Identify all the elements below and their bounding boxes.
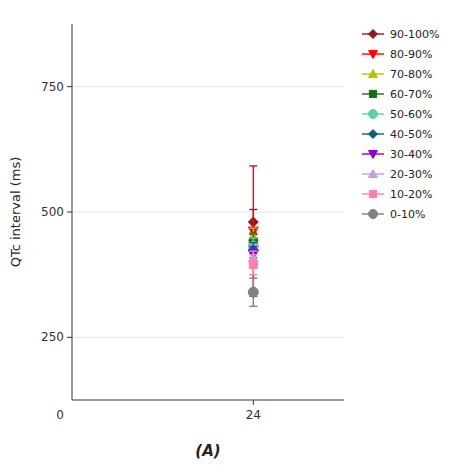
x-axis [72,400,344,401]
legend-marker [369,90,376,97]
legend-marker [369,130,378,139]
legend-marker [369,50,378,58]
series [249,255,257,275]
error-cap [249,237,257,238]
grid-line [72,86,344,87]
point [249,261,257,269]
grid-line [72,337,344,338]
error-cap [249,165,257,166]
subtitle: (A) [195,442,220,460]
error-cap [249,242,257,243]
chart: 250 500 750 24 QTc interval (ms) 0 90-100% 80-9… [0,0,474,474]
legend-marker [369,150,378,158]
error-cap [249,274,257,275]
error-cap [249,232,257,233]
legend: 90-100% 80-90% 70-80% 60-70% 50-60% 40-50% 30-… [362,28,439,221]
legend-label: 70-80% [390,68,432,81]
legend-label: 90-100% [390,28,439,41]
error-bar [249,255,257,275]
legend-label: 20-30% [390,168,432,181]
series [248,166,258,296]
legend-marker [369,30,378,39]
grid-line [72,212,344,213]
error-cap [249,250,257,251]
legend-label: 30-40% [390,148,432,161]
y-tick [67,337,72,338]
y-tick-label: 750 [41,80,64,94]
y-tick-label: 500 [41,205,64,219]
error-bar [249,166,257,296]
legend-label: 80-90% [390,48,432,61]
y-tick [67,86,72,87]
error-cap [249,246,257,247]
legend-marker [369,190,376,197]
error-bar [249,238,257,254]
annotation: 0 [56,408,64,422]
legend-marker [369,70,378,78]
y-axis-label: QTc interval (ms) [8,157,23,268]
legend-marker [369,170,378,178]
error-cap [249,277,257,278]
y-axis [72,24,73,400]
plot-marks [248,166,258,306]
legend-label: 10-20% [390,188,432,201]
series [248,238,258,254]
legend-label: 40-50% [390,128,432,141]
error-cap [249,306,257,307]
legend-label: 50-60% [390,108,432,121]
x-tick [253,400,254,405]
point [248,287,258,297]
legend-label: 0-10% [390,208,425,221]
legend-marker [369,210,378,219]
legend-label: 60-70% [390,88,432,101]
y-tick [67,212,72,213]
series [248,278,258,306]
x-tick-label: 24 [246,408,261,422]
y-tick-label: 250 [41,330,64,344]
error-cap [249,227,257,228]
legend-marker [369,110,378,119]
error-cap [249,250,257,251]
error-cap [249,254,257,255]
